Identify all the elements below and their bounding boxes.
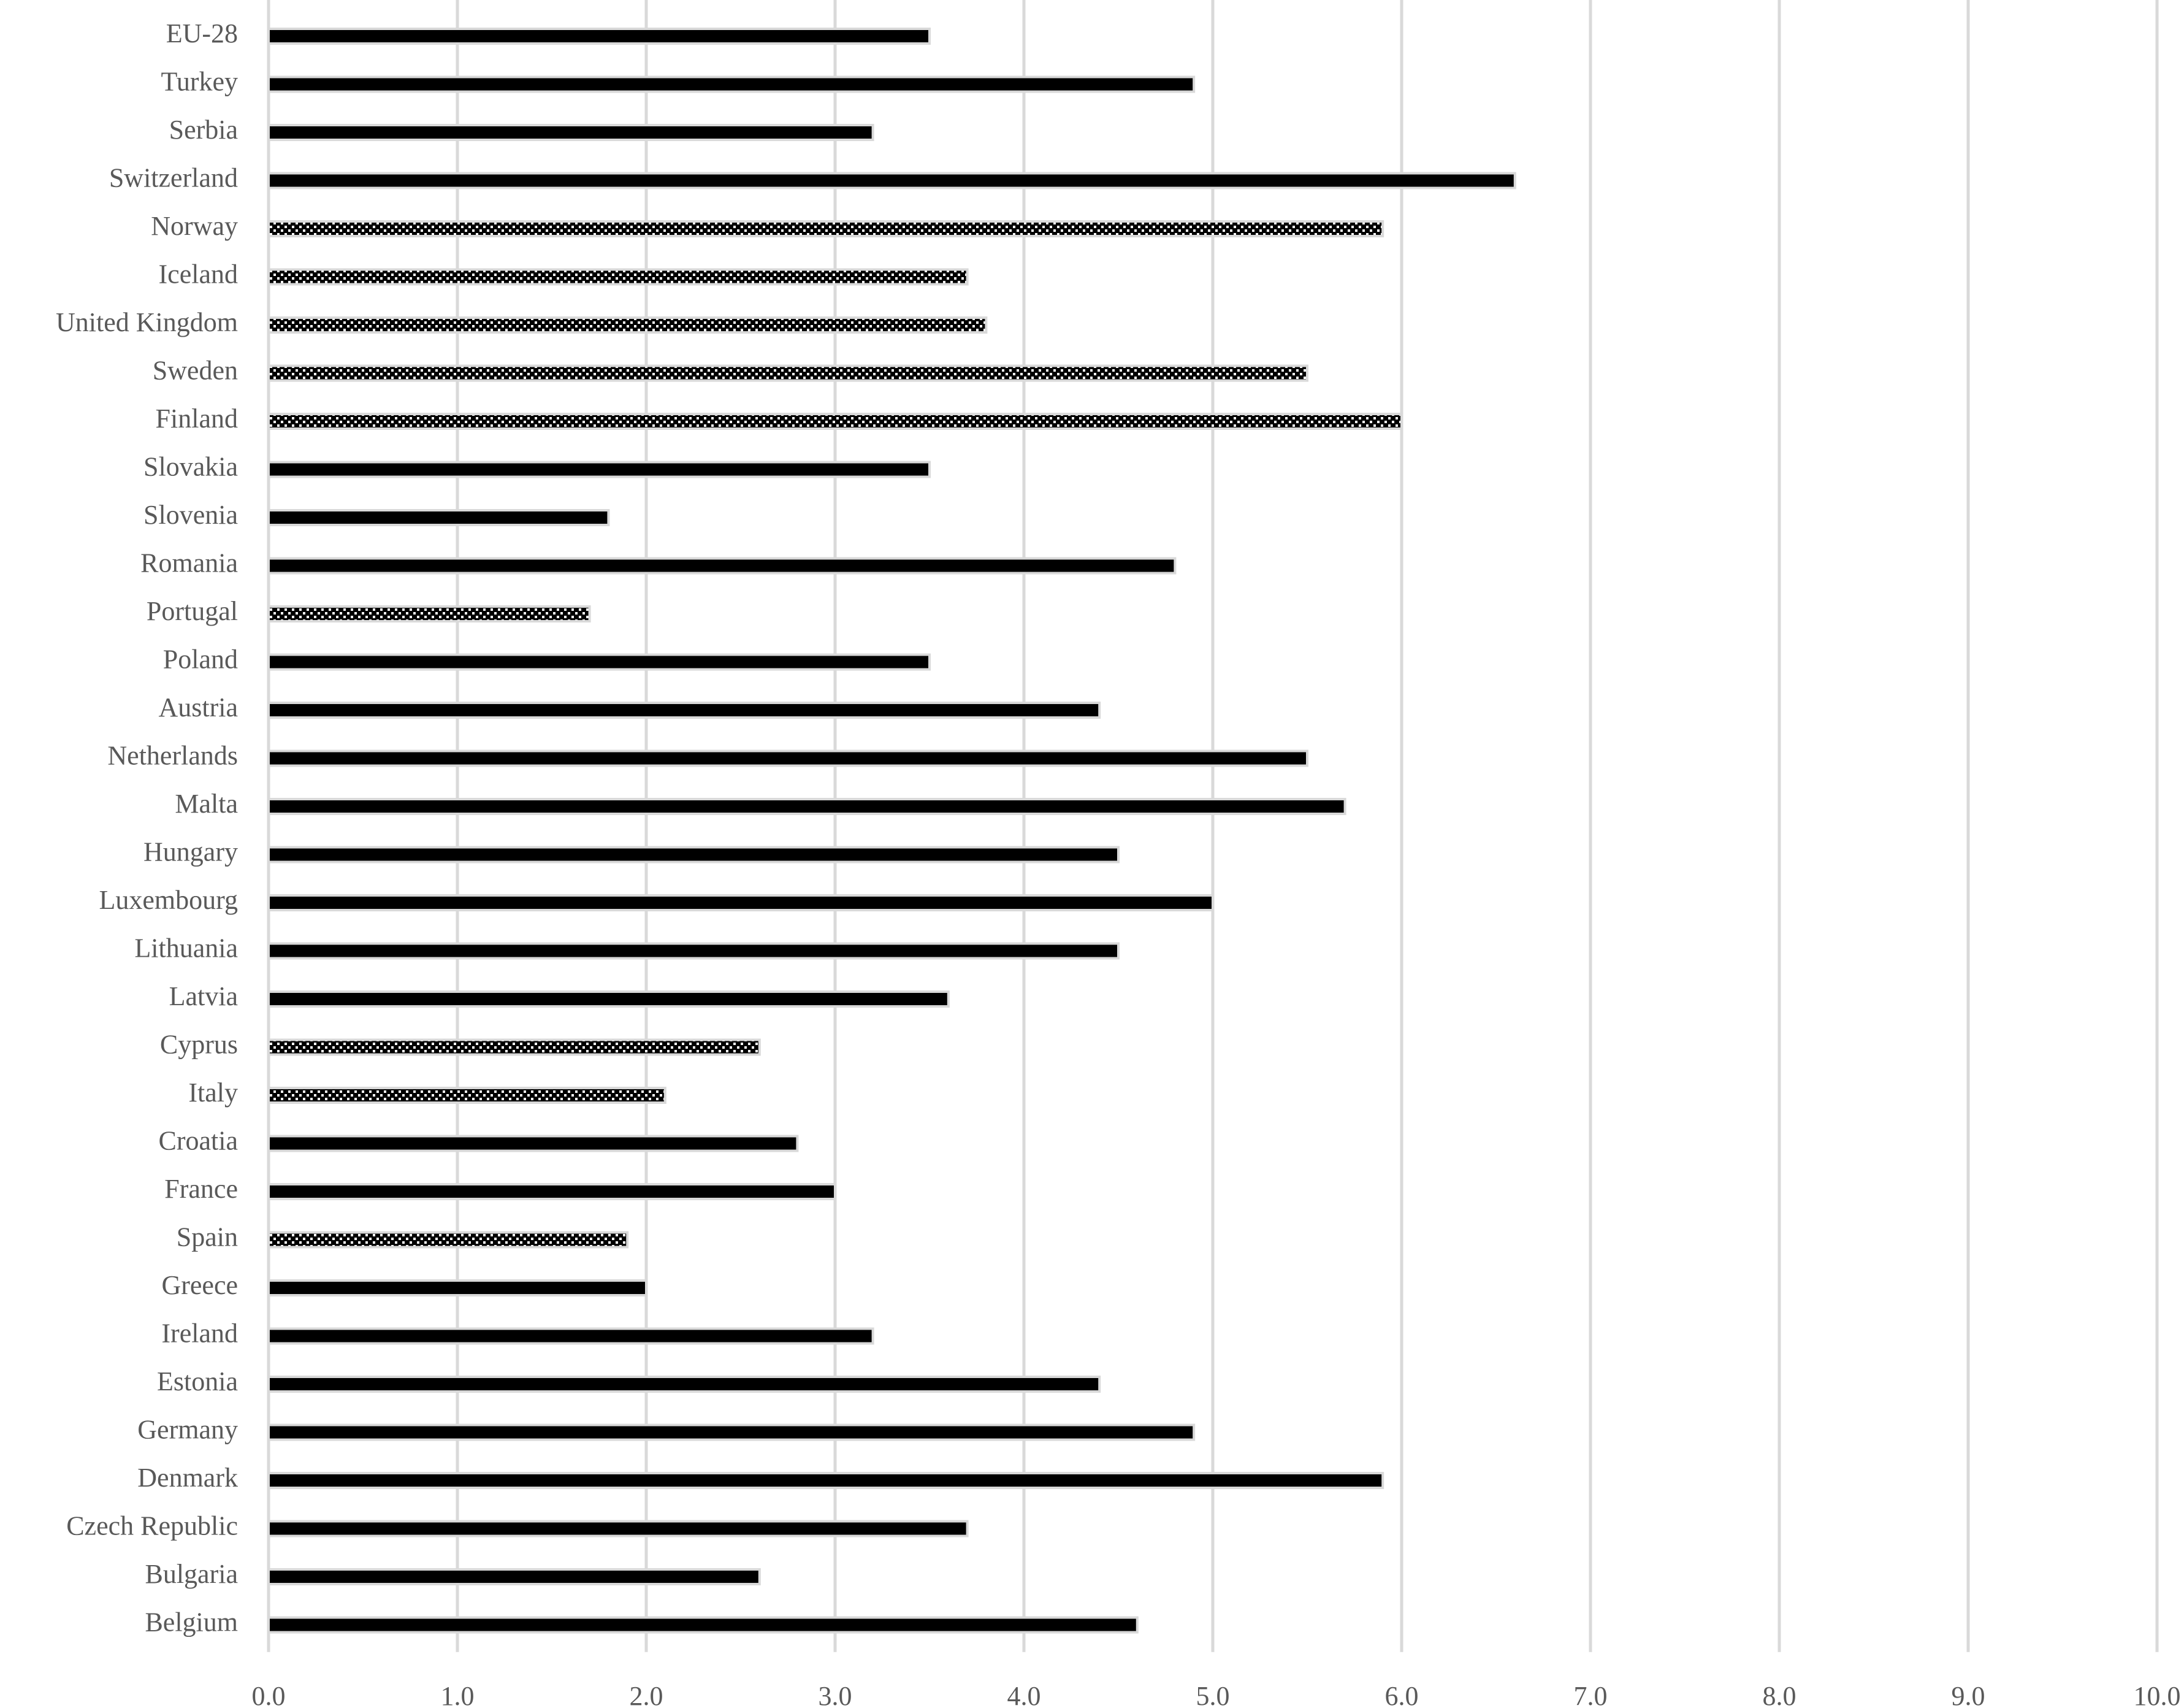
y-tick-label: Slovakia [143, 452, 238, 482]
bar [267, 942, 1120, 960]
y-tick-label: Romania [140, 548, 238, 578]
y-tick-label: Netherlands [107, 741, 238, 771]
y-tick-label: Malta [175, 789, 238, 819]
y-tick-label: Greece [161, 1270, 238, 1300]
x-tick-label: 5.0 [1196, 1681, 1230, 1708]
y-tick-label: Cyprus [160, 1030, 238, 1060]
bar [267, 557, 1177, 575]
x-tick-label: 4.0 [1007, 1681, 1041, 1708]
bar [267, 461, 931, 478]
bar [267, 1183, 836, 1200]
y-tick-label: Iceland [159, 259, 238, 289]
y-tick-label: Hungary [143, 837, 238, 867]
x-tick-label: 7.0 [1574, 1681, 1608, 1708]
bar [267, 1472, 1384, 1489]
y-tick-label: Denmark [137, 1463, 238, 1493]
x-tick-label: 1.0 [441, 1681, 475, 1708]
bar [267, 1038, 761, 1056]
x-tick-label: 0.0 [252, 1681, 286, 1708]
bar [267, 605, 591, 622]
y-tick-label: Bulgaria [145, 1559, 238, 1589]
x-tick-label: 8.0 [1763, 1681, 1796, 1708]
bar [267, 172, 1516, 190]
bar [267, 653, 931, 671]
x-tick-label: 6.0 [1385, 1681, 1419, 1708]
y-tick-label: Spain [177, 1222, 238, 1252]
bar [267, 990, 950, 1008]
bar [267, 1327, 874, 1345]
bar [267, 124, 874, 141]
x-tick-label: 10.0 [2134, 1681, 2181, 1708]
y-tick-label: Switzerland [109, 163, 238, 193]
bar [267, 798, 1346, 815]
bar [267, 268, 969, 286]
y-tick-label: Ireland [161, 1319, 238, 1349]
bar [267, 1616, 1139, 1634]
y-tick-label: Latvia [169, 981, 238, 1011]
bar [267, 509, 610, 526]
bar [267, 75, 1196, 93]
y-tick-label: Norway [151, 211, 238, 241]
y-tick-label: Portugal [147, 596, 238, 626]
bar [267, 1568, 761, 1585]
y-tick-label: Turkey [161, 67, 238, 97]
y-tick-label: Luxembourg [99, 885, 239, 915]
bar [267, 1231, 629, 1249]
y-tick-label: Lithuania [134, 933, 238, 963]
bar [267, 1376, 1101, 1393]
y-tick-label: Croatia [158, 1126, 238, 1156]
bar [267, 220, 1384, 237]
bar [267, 316, 988, 334]
bar [267, 1135, 799, 1152]
y-tick-label: Belgium [145, 1607, 238, 1637]
y-tick-label: Italy [188, 1078, 238, 1108]
bar [267, 894, 1214, 911]
bar [267, 846, 1120, 864]
x-tick-label: 3.0 [819, 1681, 852, 1708]
y-tick-label: Estonia [157, 1366, 238, 1396]
y-tick-label: Czech Republic [66, 1511, 238, 1541]
y-tick-label: Germany [137, 1415, 238, 1445]
y-tick-label: Austria [158, 692, 238, 722]
bar [267, 1087, 666, 1104]
x-tick-label: 2.0 [630, 1681, 663, 1708]
bar [267, 702, 1101, 719]
y-tick-label: Finland [156, 404, 238, 434]
bar [267, 749, 1308, 767]
bar [267, 28, 931, 45]
bar [267, 1423, 1196, 1441]
y-tick-label: Poland [163, 645, 238, 675]
y-tick-label: EU-28 [166, 18, 238, 48]
bar [267, 1279, 647, 1296]
bar [267, 1520, 969, 1538]
y-tick-label: United Kingdom [56, 307, 238, 337]
y-tick-label: Sweden [153, 356, 238, 386]
bar [267, 364, 1308, 382]
y-tick-label: Slovenia [143, 500, 238, 530]
x-tick-label: 9.0 [1952, 1681, 1985, 1708]
y-tick-label: Serbia [169, 115, 238, 145]
y-tick-label: France [164, 1174, 238, 1204]
bar [267, 413, 1403, 430]
